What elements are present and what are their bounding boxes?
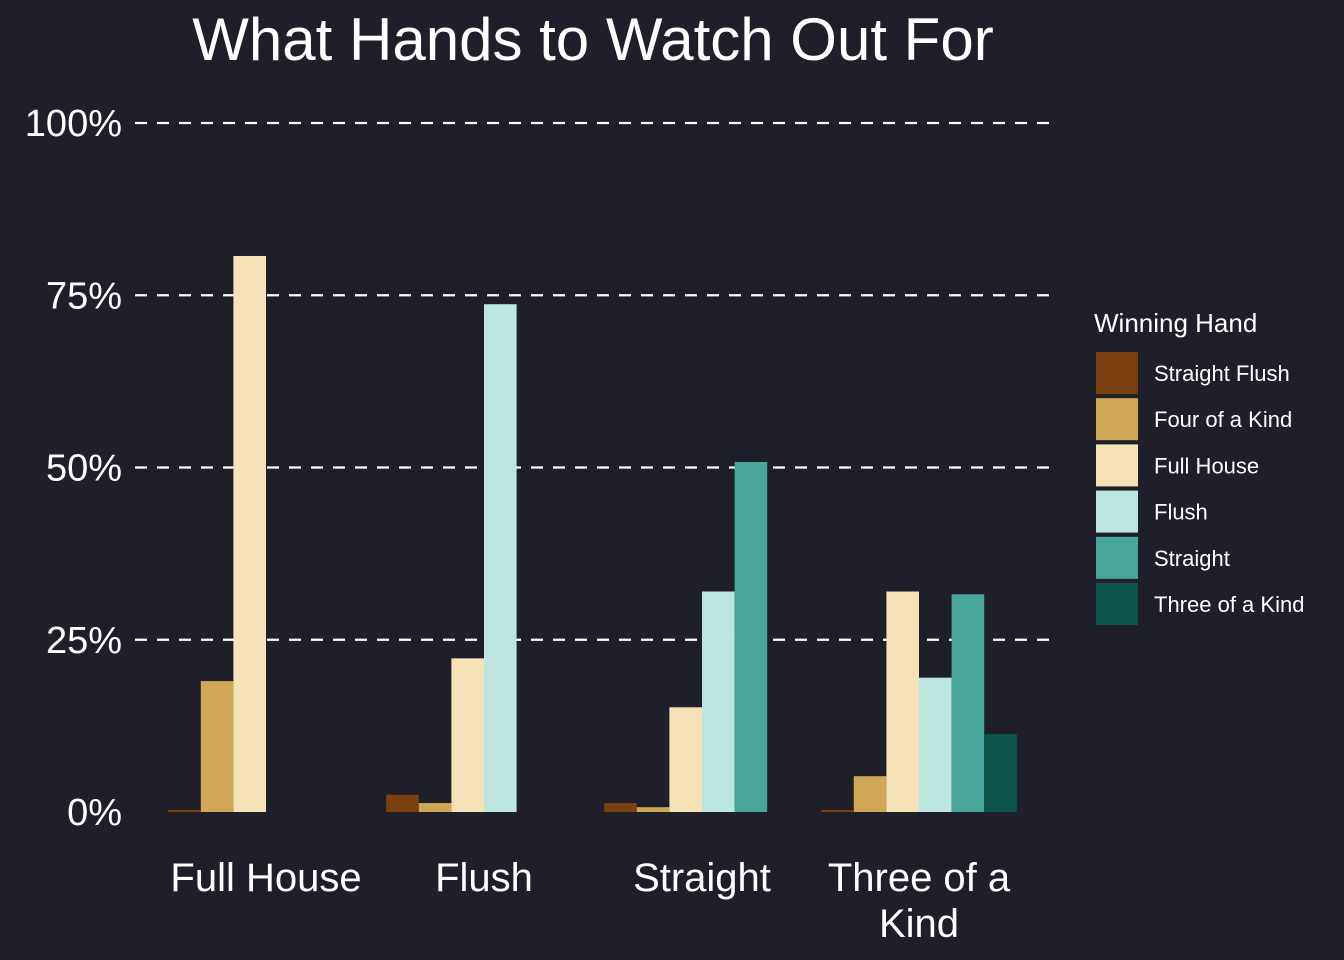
bar xyxy=(984,734,1017,812)
bar xyxy=(702,591,735,812)
bar xyxy=(233,255,266,813)
x-tick-label: Flush xyxy=(435,856,533,900)
bar xyxy=(604,803,637,812)
bar xyxy=(418,803,452,812)
x-tick-label: Three of a Kind xyxy=(828,856,1011,946)
bar xyxy=(168,809,201,812)
legend-swatch xyxy=(1096,352,1138,394)
x-tick-label: Straight xyxy=(633,856,771,900)
x-tick-label-line: Three of a xyxy=(828,856,1011,900)
chart-title: What Hands to Watch Out For xyxy=(192,6,993,73)
legend-label: Straight xyxy=(1154,546,1230,571)
legend-label: Flush xyxy=(1154,500,1208,525)
bar xyxy=(200,681,234,812)
legend-label: Full House xyxy=(1154,453,1259,478)
x-tick-label-line: Full House xyxy=(170,856,361,900)
bar xyxy=(853,776,887,812)
bars xyxy=(168,255,1017,813)
legend-label: Straight Flush xyxy=(1154,361,1290,386)
legend-label: Four of a Kind xyxy=(1154,407,1292,432)
bar xyxy=(919,677,952,812)
bar xyxy=(821,809,854,812)
legend-swatch xyxy=(1096,536,1138,579)
bar xyxy=(886,591,919,812)
bar xyxy=(734,461,768,812)
x-tick-label-line: Straight xyxy=(633,856,771,900)
y-tick-label: 75% xyxy=(46,275,122,317)
bar xyxy=(669,707,702,812)
bar xyxy=(386,794,419,812)
legend-title: Winning Hand xyxy=(1094,308,1257,338)
bar xyxy=(484,304,517,812)
y-tick-label: 100% xyxy=(25,103,122,145)
legend-swatch xyxy=(1096,444,1138,487)
legend-swatch xyxy=(1096,490,1138,533)
legend: Winning Hand Straight Flush Four of a Kin… xyxy=(1094,308,1304,625)
bar xyxy=(451,658,484,812)
x-axis-ticks: Full House Flush Straight Three of a Kind xyxy=(170,856,1011,946)
y-tick-label: 25% xyxy=(46,620,122,662)
y-axis-ticks: 0% 25% 50% 75% 100% xyxy=(25,103,122,834)
gridlines xyxy=(135,121,1050,641)
legend-swatch xyxy=(1096,398,1138,441)
x-tick-label: Full House xyxy=(170,856,361,900)
bar xyxy=(636,807,670,812)
bar xyxy=(951,594,985,812)
legend-swatch xyxy=(1096,583,1138,625)
x-tick-label-line: Kind xyxy=(879,902,959,946)
legend-label: Three of a Kind xyxy=(1154,592,1304,617)
y-tick-label: 0% xyxy=(67,792,122,834)
x-tick-label-line: Flush xyxy=(435,856,533,900)
y-tick-label: 50% xyxy=(46,448,122,490)
